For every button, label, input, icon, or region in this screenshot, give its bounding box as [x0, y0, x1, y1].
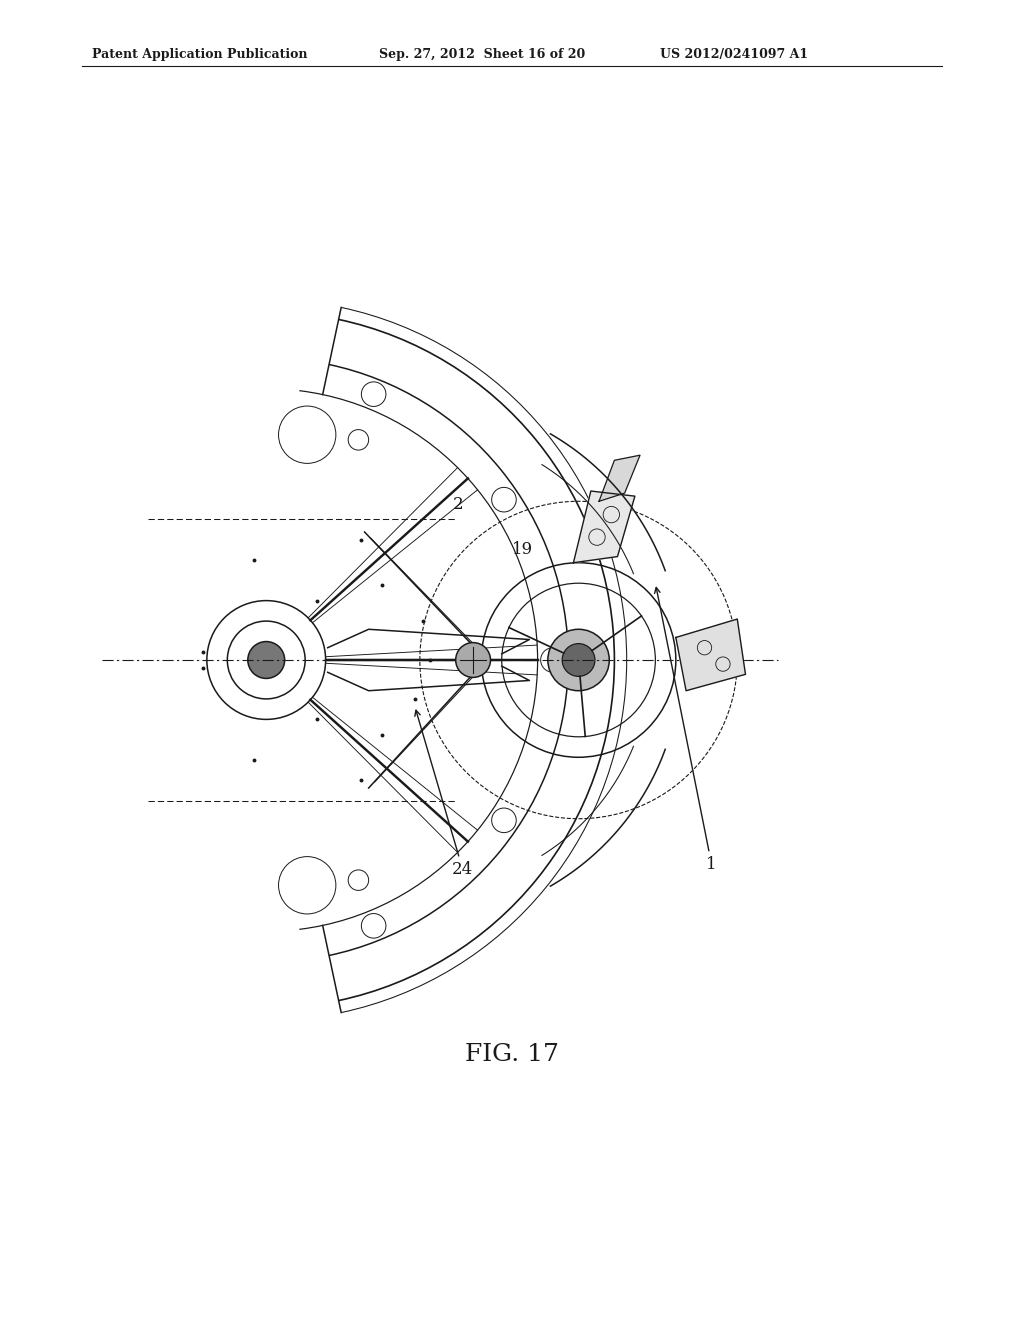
Text: Patent Application Publication: Patent Application Publication	[92, 48, 307, 61]
Polygon shape	[599, 455, 640, 502]
Polygon shape	[676, 619, 745, 690]
Circle shape	[548, 630, 609, 690]
Text: 24: 24	[415, 710, 473, 878]
Circle shape	[562, 644, 595, 676]
Text: 1: 1	[654, 587, 717, 874]
Text: Sep. 27, 2012  Sheet 16 of 20: Sep. 27, 2012 Sheet 16 of 20	[379, 48, 585, 61]
Circle shape	[248, 642, 285, 678]
Polygon shape	[573, 491, 635, 562]
Text: 2: 2	[453, 496, 463, 513]
Circle shape	[456, 643, 490, 677]
Text: FIG. 17: FIG. 17	[465, 1043, 559, 1065]
Text: US 2012/0241097 A1: US 2012/0241097 A1	[660, 48, 809, 61]
Text: 19: 19	[512, 541, 532, 558]
